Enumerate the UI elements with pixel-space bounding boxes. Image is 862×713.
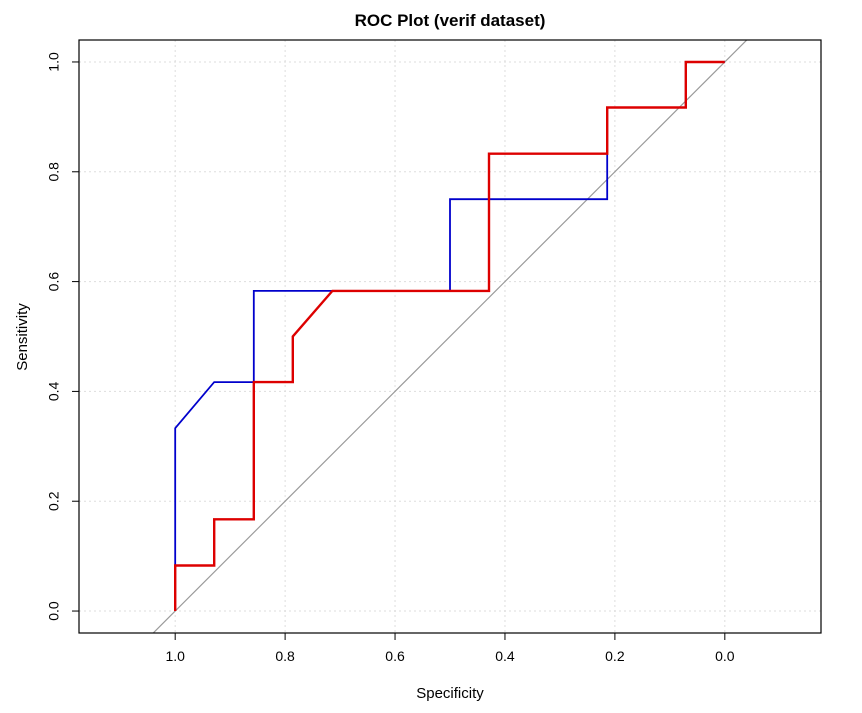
x-tick-label: 0.6 (385, 648, 405, 664)
x-axis-label: Specificity (416, 685, 484, 702)
x-tick-label: 0.2 (605, 648, 625, 664)
series-layer (173, 60, 725, 611)
reference-line-layer (152, 40, 748, 633)
y-tick-label: 0.4 (46, 381, 62, 401)
tick-layer: 1.0 0.8 0.6 0.4 0.2 0.0 0.0 0.2 0.4 0.6 0.8 1.0 (46, 52, 735, 664)
y-axis-label: Sensitivity (14, 303, 31, 371)
x-tick-label: 0.4 (495, 648, 515, 664)
x-tick-label: 1.0 (165, 648, 185, 664)
y-tick-label: 0.8 (46, 162, 62, 182)
y-tick-label: 0.0 (46, 601, 62, 621)
y-tick-label: 0.6 (46, 272, 62, 292)
x-tick-label: 0.0 (715, 648, 735, 664)
reference-diagonal-line (152, 40, 748, 633)
chart-title: ROC Plot (verif dataset) (355, 11, 546, 30)
plot-frame (78, 39, 822, 634)
y-tick-label: 0.2 (46, 491, 62, 511)
y-tick-label: 1.0 (46, 52, 62, 72)
x-tick-label: 0.8 (275, 648, 295, 664)
roc-curve-line-2 (173, 60, 725, 611)
